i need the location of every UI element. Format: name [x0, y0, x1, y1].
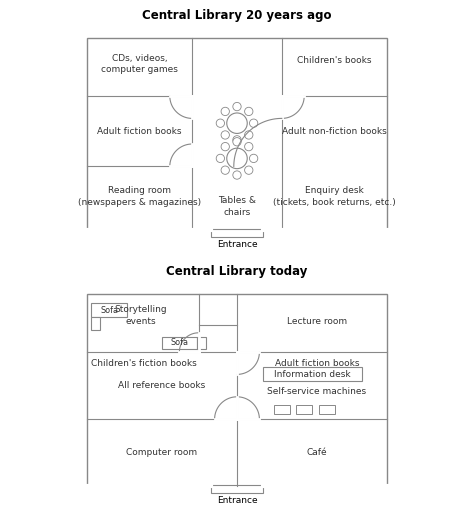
- Text: Tables &
chairs: Tables & chairs: [218, 196, 256, 217]
- Text: Entrance: Entrance: [217, 240, 257, 249]
- Bar: [162, 337, 197, 349]
- Circle shape: [216, 154, 225, 163]
- Bar: [319, 405, 335, 414]
- Text: Adult non-fiction books: Adult non-fiction books: [282, 126, 387, 136]
- Bar: [296, 405, 312, 414]
- Bar: [211, 485, 263, 493]
- Text: Self-service machines: Self-service machines: [267, 388, 366, 396]
- Bar: [211, 229, 263, 237]
- Circle shape: [249, 119, 258, 127]
- Circle shape: [245, 166, 253, 174]
- Circle shape: [245, 142, 253, 151]
- Bar: [87, 38, 387, 230]
- Text: Adult fiction books: Adult fiction books: [275, 359, 359, 368]
- Text: Reading room
(newspapers & magazines): Reading room (newspapers & magazines): [78, 186, 201, 207]
- Text: Computer room: Computer room: [126, 449, 197, 457]
- Circle shape: [227, 113, 247, 134]
- Circle shape: [233, 136, 241, 144]
- Circle shape: [221, 166, 229, 174]
- Circle shape: [221, 142, 229, 151]
- Text: Sofa: Sofa: [170, 338, 188, 347]
- Circle shape: [221, 131, 229, 139]
- Text: Children's books: Children's books: [297, 56, 372, 66]
- Circle shape: [245, 131, 253, 139]
- Text: Lecture room: Lecture room: [287, 317, 347, 326]
- Bar: [91, 303, 127, 317]
- Text: Enquiry desk
(tickets, book returns, etc.): Enquiry desk (tickets, book returns, etc…: [273, 186, 396, 207]
- Bar: [263, 368, 362, 381]
- Text: Café: Café: [307, 449, 328, 457]
- Circle shape: [233, 171, 241, 179]
- Text: All reference books: All reference books: [118, 381, 205, 390]
- Circle shape: [221, 108, 229, 116]
- Circle shape: [233, 138, 241, 146]
- Text: CDs, videos,
computer games: CDs, videos, computer games: [101, 54, 178, 74]
- Text: Storytelling
events: Storytelling events: [115, 305, 167, 326]
- Text: Information desk: Information desk: [274, 370, 350, 378]
- Circle shape: [233, 102, 241, 111]
- Bar: [91, 317, 100, 330]
- Text: Adult fiction books: Adult fiction books: [97, 126, 182, 136]
- Text: Entrance: Entrance: [217, 496, 257, 505]
- Circle shape: [227, 148, 247, 168]
- Text: Sofa: Sofa: [100, 306, 118, 314]
- Text: Children's fiction books: Children's fiction books: [91, 359, 197, 368]
- Bar: [197, 337, 206, 349]
- Text: Central Library today: Central Library today: [166, 266, 308, 279]
- Circle shape: [216, 119, 225, 127]
- Text: Central Library 20 years ago: Central Library 20 years ago: [142, 10, 332, 23]
- Bar: [87, 294, 387, 486]
- Bar: [274, 405, 290, 414]
- Circle shape: [245, 108, 253, 116]
- Circle shape: [249, 154, 258, 163]
